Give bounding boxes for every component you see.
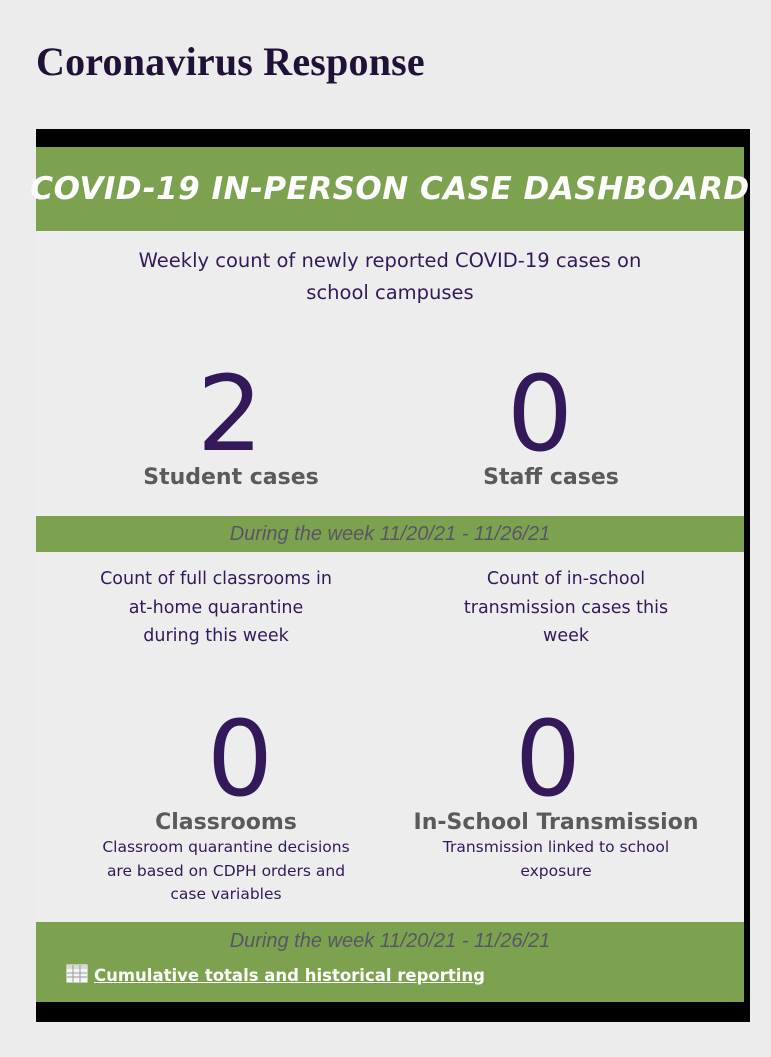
classrooms-description: Count of full classrooms in at-home quar… — [66, 565, 366, 651]
dashboard-frame: COVID-19 IN-PERSON CASE DASHBOARD Weekly… — [30, 129, 750, 1022]
transmission-description: Count of in-school transmission cases th… — [416, 565, 716, 651]
transmission-count: 0 — [514, 698, 582, 820]
dashboard-footer: During the week 11/20/21 - 11/26/21 Cumu… — [36, 922, 744, 1002]
cumulative-totals-link[interactable]: Cumulative totals and historical reporti… — [94, 965, 485, 985]
spreadsheet-icon — [66, 962, 88, 988]
intro-text: Weekly count of newly reported COVID-19 … — [76, 245, 704, 309]
classrooms-count: 0 — [206, 698, 274, 820]
description-line: Count of in-school — [486, 569, 646, 589]
note-line: case variables — [170, 885, 282, 903]
cumulative-link-row[interactable]: Cumulative totals and historical reporti… — [66, 962, 485, 988]
page-title: Coronavirus Response — [36, 39, 425, 84]
description-line: transmission cases this — [463, 597, 669, 618]
week-strip: During the week 11/20/21 - 11/26/21 — [36, 516, 744, 552]
description-line: Count of full classrooms in — [100, 569, 332, 589]
classrooms-label: Classrooms — [155, 810, 297, 835]
note-line: Classroom quarantine decisions — [102, 838, 350, 856]
note-line: exposure — [520, 861, 592, 880]
description-line: at-home quarantine — [128, 597, 304, 618]
transmission-note: Transmission linked to school exposure — [406, 836, 706, 883]
student-cases-label: Student cases — [143, 465, 319, 490]
note-line: are based on CDPH orders and — [106, 861, 346, 880]
dashboard-banner: COVID-19 IN-PERSON CASE DASHBOARD — [30, 147, 749, 231]
footer-week-label: During the week 11/20/21 - 11/26/21 — [229, 930, 551, 952]
description-line: during this week — [143, 626, 289, 646]
note-line: Transmission linked to school — [442, 838, 670, 856]
staff-cases-count: 0 — [506, 353, 574, 475]
dashboard-panel: COVID-19 IN-PERSON CASE DASHBOARD Weekly… — [30, 147, 749, 1002]
banner-title: COVID-19 IN-PERSON CASE DASHBOARD — [30, 171, 750, 207]
intro-line: school campuses — [306, 281, 474, 304]
footer-week: During the week 11/20/21 - 11/26/21 — [36, 930, 744, 953]
week-label: During the week 11/20/21 - 11/26/21 — [229, 522, 551, 545]
description-line: week — [543, 626, 589, 646]
transmission-label: In-School Transmission — [413, 810, 699, 835]
intro-line: Weekly count of newly reported COVID-19 … — [138, 249, 642, 272]
classrooms-note: Classroom quarantine decisions are based… — [76, 836, 376, 907]
student-cases-count: 2 — [196, 353, 264, 475]
staff-cases-label: Staff cases — [483, 465, 619, 490]
